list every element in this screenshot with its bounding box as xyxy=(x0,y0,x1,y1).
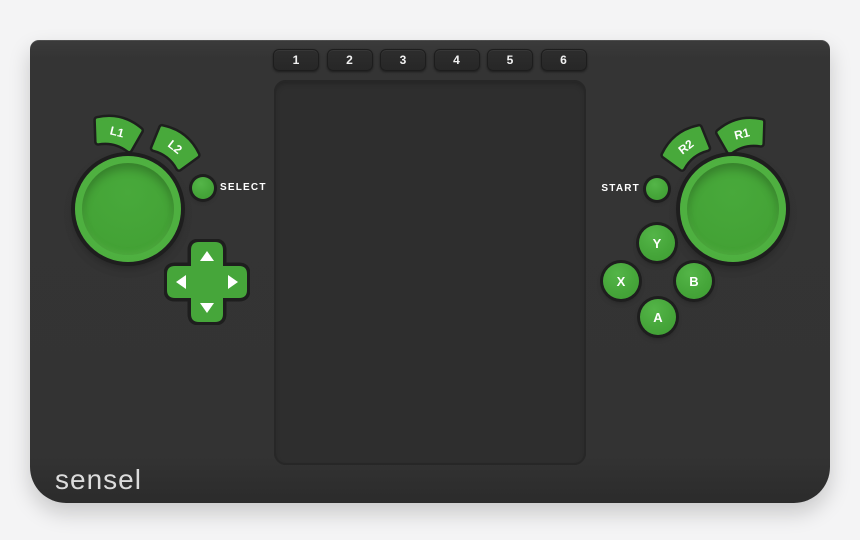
sensel-logo: sensel xyxy=(55,464,142,495)
b-button[interactable]: B xyxy=(676,263,712,299)
dpad-up-arrow[interactable] xyxy=(200,251,214,261)
touchpad[interactable] xyxy=(274,80,586,465)
top-button-6[interactable]: 6 xyxy=(540,49,587,71)
top-button-4[interactable]: 4 xyxy=(433,49,480,71)
l1-wedge-shape xyxy=(93,114,145,154)
l2-button[interactable]: L2 xyxy=(141,114,210,180)
dpad-right-arrow[interactable] xyxy=(228,275,238,289)
sensel-morph-device: 1 2 3 4 5 6 L1 L2 SELECT xyxy=(30,40,830,503)
start-button[interactable] xyxy=(646,178,668,200)
y-button[interactable]: Y xyxy=(639,225,675,261)
dpad-shape xyxy=(163,238,251,326)
top-button-5[interactable]: 5 xyxy=(487,49,533,71)
dpad[interactable] xyxy=(163,238,251,326)
l2-wedge-shape xyxy=(149,123,201,172)
a-button[interactable]: A xyxy=(640,299,676,335)
left-joystick-pad[interactable] xyxy=(75,156,181,262)
top-button-row: 1 2 3 4 5 6 xyxy=(273,49,587,71)
r1-wedge-shape xyxy=(714,116,766,156)
dpad-left-arrow[interactable] xyxy=(176,275,186,289)
r2-wedge-shape xyxy=(660,123,712,172)
start-label: START xyxy=(601,183,640,194)
r2-button[interactable]: R2 xyxy=(652,114,721,180)
x-button[interactable]: X xyxy=(603,263,639,299)
top-button-2[interactable]: 2 xyxy=(326,49,373,71)
right-joystick-pad[interactable] xyxy=(680,156,786,262)
l1-button[interactable]: L1 xyxy=(85,106,149,158)
select-label: SELECT xyxy=(220,182,267,193)
select-button[interactable] xyxy=(192,177,214,199)
top-button-1[interactable]: 1 xyxy=(273,49,319,71)
dpad-down-arrow[interactable] xyxy=(200,303,214,313)
r1-button[interactable]: R1 xyxy=(710,108,774,160)
top-button-3[interactable]: 3 xyxy=(380,49,426,71)
